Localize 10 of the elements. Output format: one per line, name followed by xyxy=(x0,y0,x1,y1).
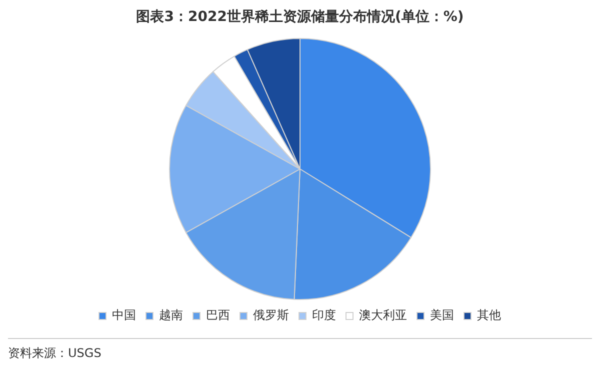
chart-title: 图表3：2022世界稀土资源储量分布情况(单位：%) xyxy=(135,8,465,26)
legend-label: 中国 xyxy=(112,308,136,322)
legend-label: 印度 xyxy=(312,308,336,322)
legend-label: 其他 xyxy=(477,308,501,322)
text: 资料来源：USGS xyxy=(8,345,102,362)
legend-label: 巴西 xyxy=(206,308,230,322)
legend-label: 澳大利亚 xyxy=(359,308,407,322)
legend-label: 美国 xyxy=(430,308,454,322)
legend-label: 越南 xyxy=(159,308,183,322)
legend-label: 俄罗斯 xyxy=(253,308,289,322)
